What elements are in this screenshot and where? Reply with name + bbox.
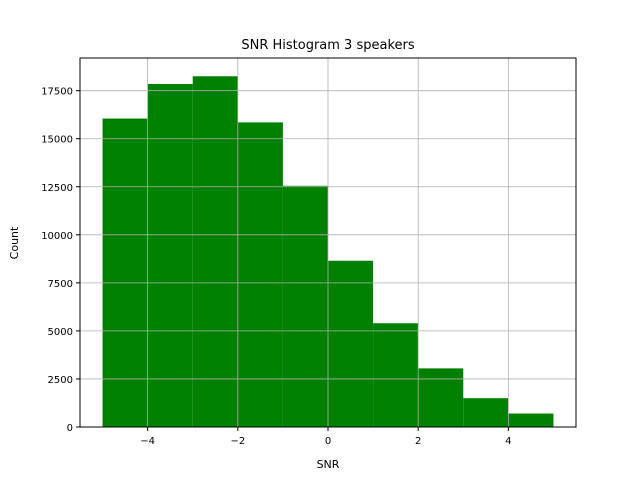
histogram-bar xyxy=(508,413,554,427)
y-tick-label: 10000 xyxy=(41,231,73,242)
histogram-bar xyxy=(373,323,419,427)
y-tick-label: 5000 xyxy=(48,327,73,338)
x-tick-label: 4 xyxy=(505,436,511,447)
y-axis-label: Count xyxy=(8,226,21,259)
histogram-bar xyxy=(237,122,283,427)
histogram-bar xyxy=(282,185,328,427)
histogram-bar xyxy=(418,368,464,427)
y-tick-label: 15000 xyxy=(41,135,73,146)
plot-frame xyxy=(79,57,577,428)
histogram-bar xyxy=(328,260,374,427)
x-gridlines xyxy=(147,58,509,427)
x-tick-label: −2 xyxy=(230,436,245,447)
histogram-bar xyxy=(463,398,509,427)
histogram-bar xyxy=(102,118,148,427)
x-tick-label: 2 xyxy=(415,436,421,447)
y-tick-label: 7500 xyxy=(48,279,73,290)
histogram-bar xyxy=(192,76,238,427)
chart-title: SNR Histogram 3 speakers xyxy=(241,38,415,53)
y-tick-label: 0 xyxy=(67,423,73,434)
x-tick-label: 0 xyxy=(325,436,331,447)
x-tick-label: −4 xyxy=(140,436,155,447)
y-tick-label: 12500 xyxy=(41,183,73,194)
y-tick-label: 17500 xyxy=(41,87,73,98)
x-axis-label: SNR xyxy=(317,458,340,471)
histogram-bar xyxy=(147,83,193,427)
y-tick-label: 2500 xyxy=(48,375,73,386)
y-axis-ticks: 0 2500 5000 7500 10000 12500 15000 17500 xyxy=(41,87,80,434)
bars xyxy=(102,76,554,427)
x-axis-ticks: −4 −2 0 2 4 xyxy=(140,427,512,447)
